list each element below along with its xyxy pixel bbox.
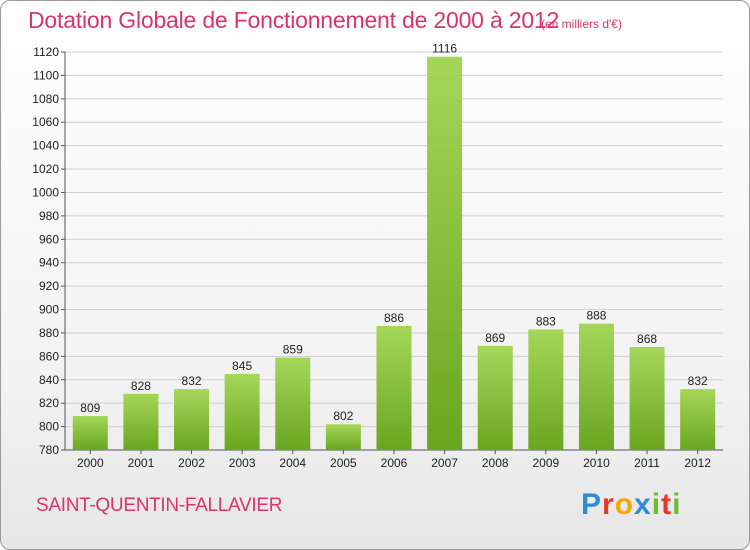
bar	[578, 323, 614, 450]
x-tick-label: 2003	[229, 456, 256, 470]
unit-note: (en milliers d'€)	[541, 17, 622, 31]
bar-value-label: 845	[232, 359, 252, 373]
city-name: SAINT-QUENTIN-FALLAVIER	[36, 495, 283, 516]
y-tick-label: 800	[39, 420, 59, 434]
y-tick-label: 1040	[32, 139, 59, 153]
y-tick-label: 1080	[32, 92, 59, 106]
bars	[72, 56, 716, 451]
x-tick-label: 2005	[330, 456, 357, 470]
y-tick-label: 840	[39, 373, 59, 387]
bar-value-label: 888	[586, 309, 606, 323]
bar-value-label: 869	[485, 331, 505, 345]
bar-value-label: 859	[283, 343, 303, 357]
axes: 780 800 820 840 860 880 900 920 940 960 980 1000 102…	[32, 45, 723, 457]
x-tick-label: 2012	[684, 456, 711, 470]
bar-value-label: 832	[688, 374, 708, 388]
logo-letter: i	[651, 488, 662, 521]
x-tick-label: 2006	[381, 456, 408, 470]
bar	[427, 56, 463, 451]
x-tick-label: 2007	[431, 456, 458, 470]
y-tick-label: 1000	[32, 185, 59, 199]
y-tick-label: 920	[39, 279, 59, 293]
y-tick-label: 1100	[33, 68, 59, 82]
bar-value-label: 886	[384, 311, 404, 325]
y-tick-label: 900	[39, 303, 59, 317]
logo-letter: r	[602, 488, 615, 521]
bar	[629, 346, 665, 450]
bar	[680, 389, 716, 450]
bar-value-label: 802	[333, 409, 353, 423]
bar-value-label: 809	[80, 401, 100, 415]
x-tick-label: 2009	[532, 456, 559, 470]
y-tick-label: 1060	[32, 115, 59, 129]
logo-letter: i	[672, 488, 682, 521]
y-tick-label: 960	[39, 232, 59, 246]
x-tick-label: 2001	[128, 456, 155, 470]
logo-letter: x	[634, 488, 652, 521]
x-tick-label: 2002	[178, 456, 205, 470]
bar-value-label: 883	[536, 314, 556, 328]
y-tick-label: 820	[39, 396, 59, 410]
proxiti-logo: Proxiti	[581, 488, 681, 522]
y-tick-label: 880	[39, 326, 59, 340]
bar-value-label: 828	[131, 379, 151, 393]
y-tick-label: 1020	[32, 162, 59, 176]
chart-title: Dotation Globale de Fonctionnement de 20…	[28, 7, 560, 33]
logo-letter: t	[661, 488, 673, 521]
bar	[224, 373, 260, 450]
bar	[174, 389, 210, 450]
bar	[275, 357, 311, 450]
x-tick-label: 2004	[279, 456, 306, 470]
y-tick-label: 940	[39, 256, 59, 270]
x-tick-label: 2010	[583, 456, 610, 470]
bar	[376, 325, 412, 450]
bar	[477, 345, 513, 450]
y-tick-label: 1120	[33, 45, 59, 59]
bar	[325, 424, 361, 450]
bar	[72, 416, 108, 450]
bar-value-label: 868	[637, 332, 657, 346]
y-tick-label: 780	[39, 443, 59, 457]
bar	[528, 329, 564, 450]
bar-value-label: 832	[182, 374, 202, 388]
bar	[123, 393, 159, 450]
y-tick-label: 980	[39, 209, 59, 223]
x-tick-label: 2011	[634, 456, 660, 470]
x-tick-label: 2000	[77, 456, 104, 470]
y-tick-label: 860	[39, 349, 59, 363]
x-tick-label: 2008	[482, 456, 509, 470]
labels: 809 2000 828 2001 832 2002 845 2003 859 2004 802 20…	[77, 42, 711, 470]
logo-letter: P	[581, 488, 603, 521]
logo-letter: o	[614, 488, 635, 521]
bar-value-label: 1116	[432, 42, 457, 56]
